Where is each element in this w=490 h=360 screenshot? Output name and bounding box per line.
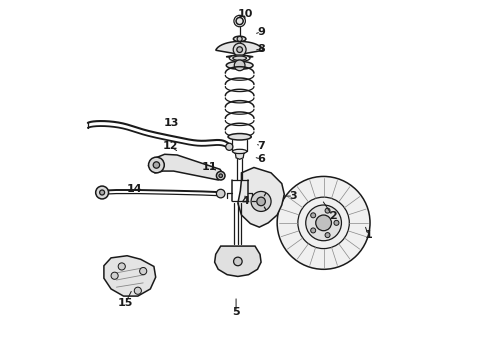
Polygon shape	[215, 246, 261, 276]
Circle shape	[118, 263, 125, 270]
Circle shape	[334, 220, 339, 225]
Text: 7: 7	[257, 141, 265, 151]
Text: 4: 4	[241, 197, 249, 206]
Polygon shape	[216, 41, 264, 58]
Text: 10: 10	[237, 9, 253, 19]
Circle shape	[237, 47, 243, 53]
Text: 14: 14	[126, 184, 142, 194]
Circle shape	[217, 171, 225, 180]
Circle shape	[306, 205, 342, 241]
Ellipse shape	[229, 55, 250, 62]
Circle shape	[99, 190, 104, 195]
Ellipse shape	[232, 149, 247, 154]
Text: 8: 8	[257, 44, 265, 54]
Circle shape	[236, 18, 243, 24]
Text: 11: 11	[201, 162, 217, 172]
Circle shape	[257, 197, 266, 206]
Text: 6: 6	[257, 154, 265, 164]
Circle shape	[233, 43, 246, 56]
Text: 13: 13	[164, 118, 179, 128]
Circle shape	[277, 176, 370, 269]
Text: 9: 9	[257, 27, 265, 37]
Circle shape	[217, 189, 225, 198]
Circle shape	[219, 174, 222, 177]
Circle shape	[148, 157, 164, 173]
Text: 12: 12	[162, 141, 178, 151]
Circle shape	[134, 287, 142, 294]
Text: 1: 1	[365, 230, 372, 240]
Text: 2: 2	[329, 211, 337, 221]
Text: 15: 15	[118, 298, 133, 308]
Circle shape	[311, 228, 316, 233]
Circle shape	[251, 192, 271, 211]
Ellipse shape	[233, 36, 246, 41]
Circle shape	[111, 272, 118, 279]
Ellipse shape	[226, 62, 253, 69]
Ellipse shape	[233, 56, 246, 60]
Circle shape	[237, 36, 242, 41]
Circle shape	[234, 60, 245, 71]
Circle shape	[311, 213, 316, 218]
Ellipse shape	[228, 134, 251, 140]
Circle shape	[226, 143, 233, 150]
Text: 5: 5	[232, 307, 240, 317]
Polygon shape	[235, 153, 245, 159]
Circle shape	[316, 215, 331, 231]
Circle shape	[325, 208, 330, 213]
Circle shape	[234, 257, 242, 266]
Circle shape	[153, 162, 160, 168]
Circle shape	[96, 186, 109, 199]
Circle shape	[325, 233, 330, 238]
Polygon shape	[238, 167, 284, 227]
Polygon shape	[104, 256, 156, 296]
Polygon shape	[148, 154, 223, 180]
Text: 3: 3	[290, 191, 297, 201]
Circle shape	[140, 267, 147, 275]
